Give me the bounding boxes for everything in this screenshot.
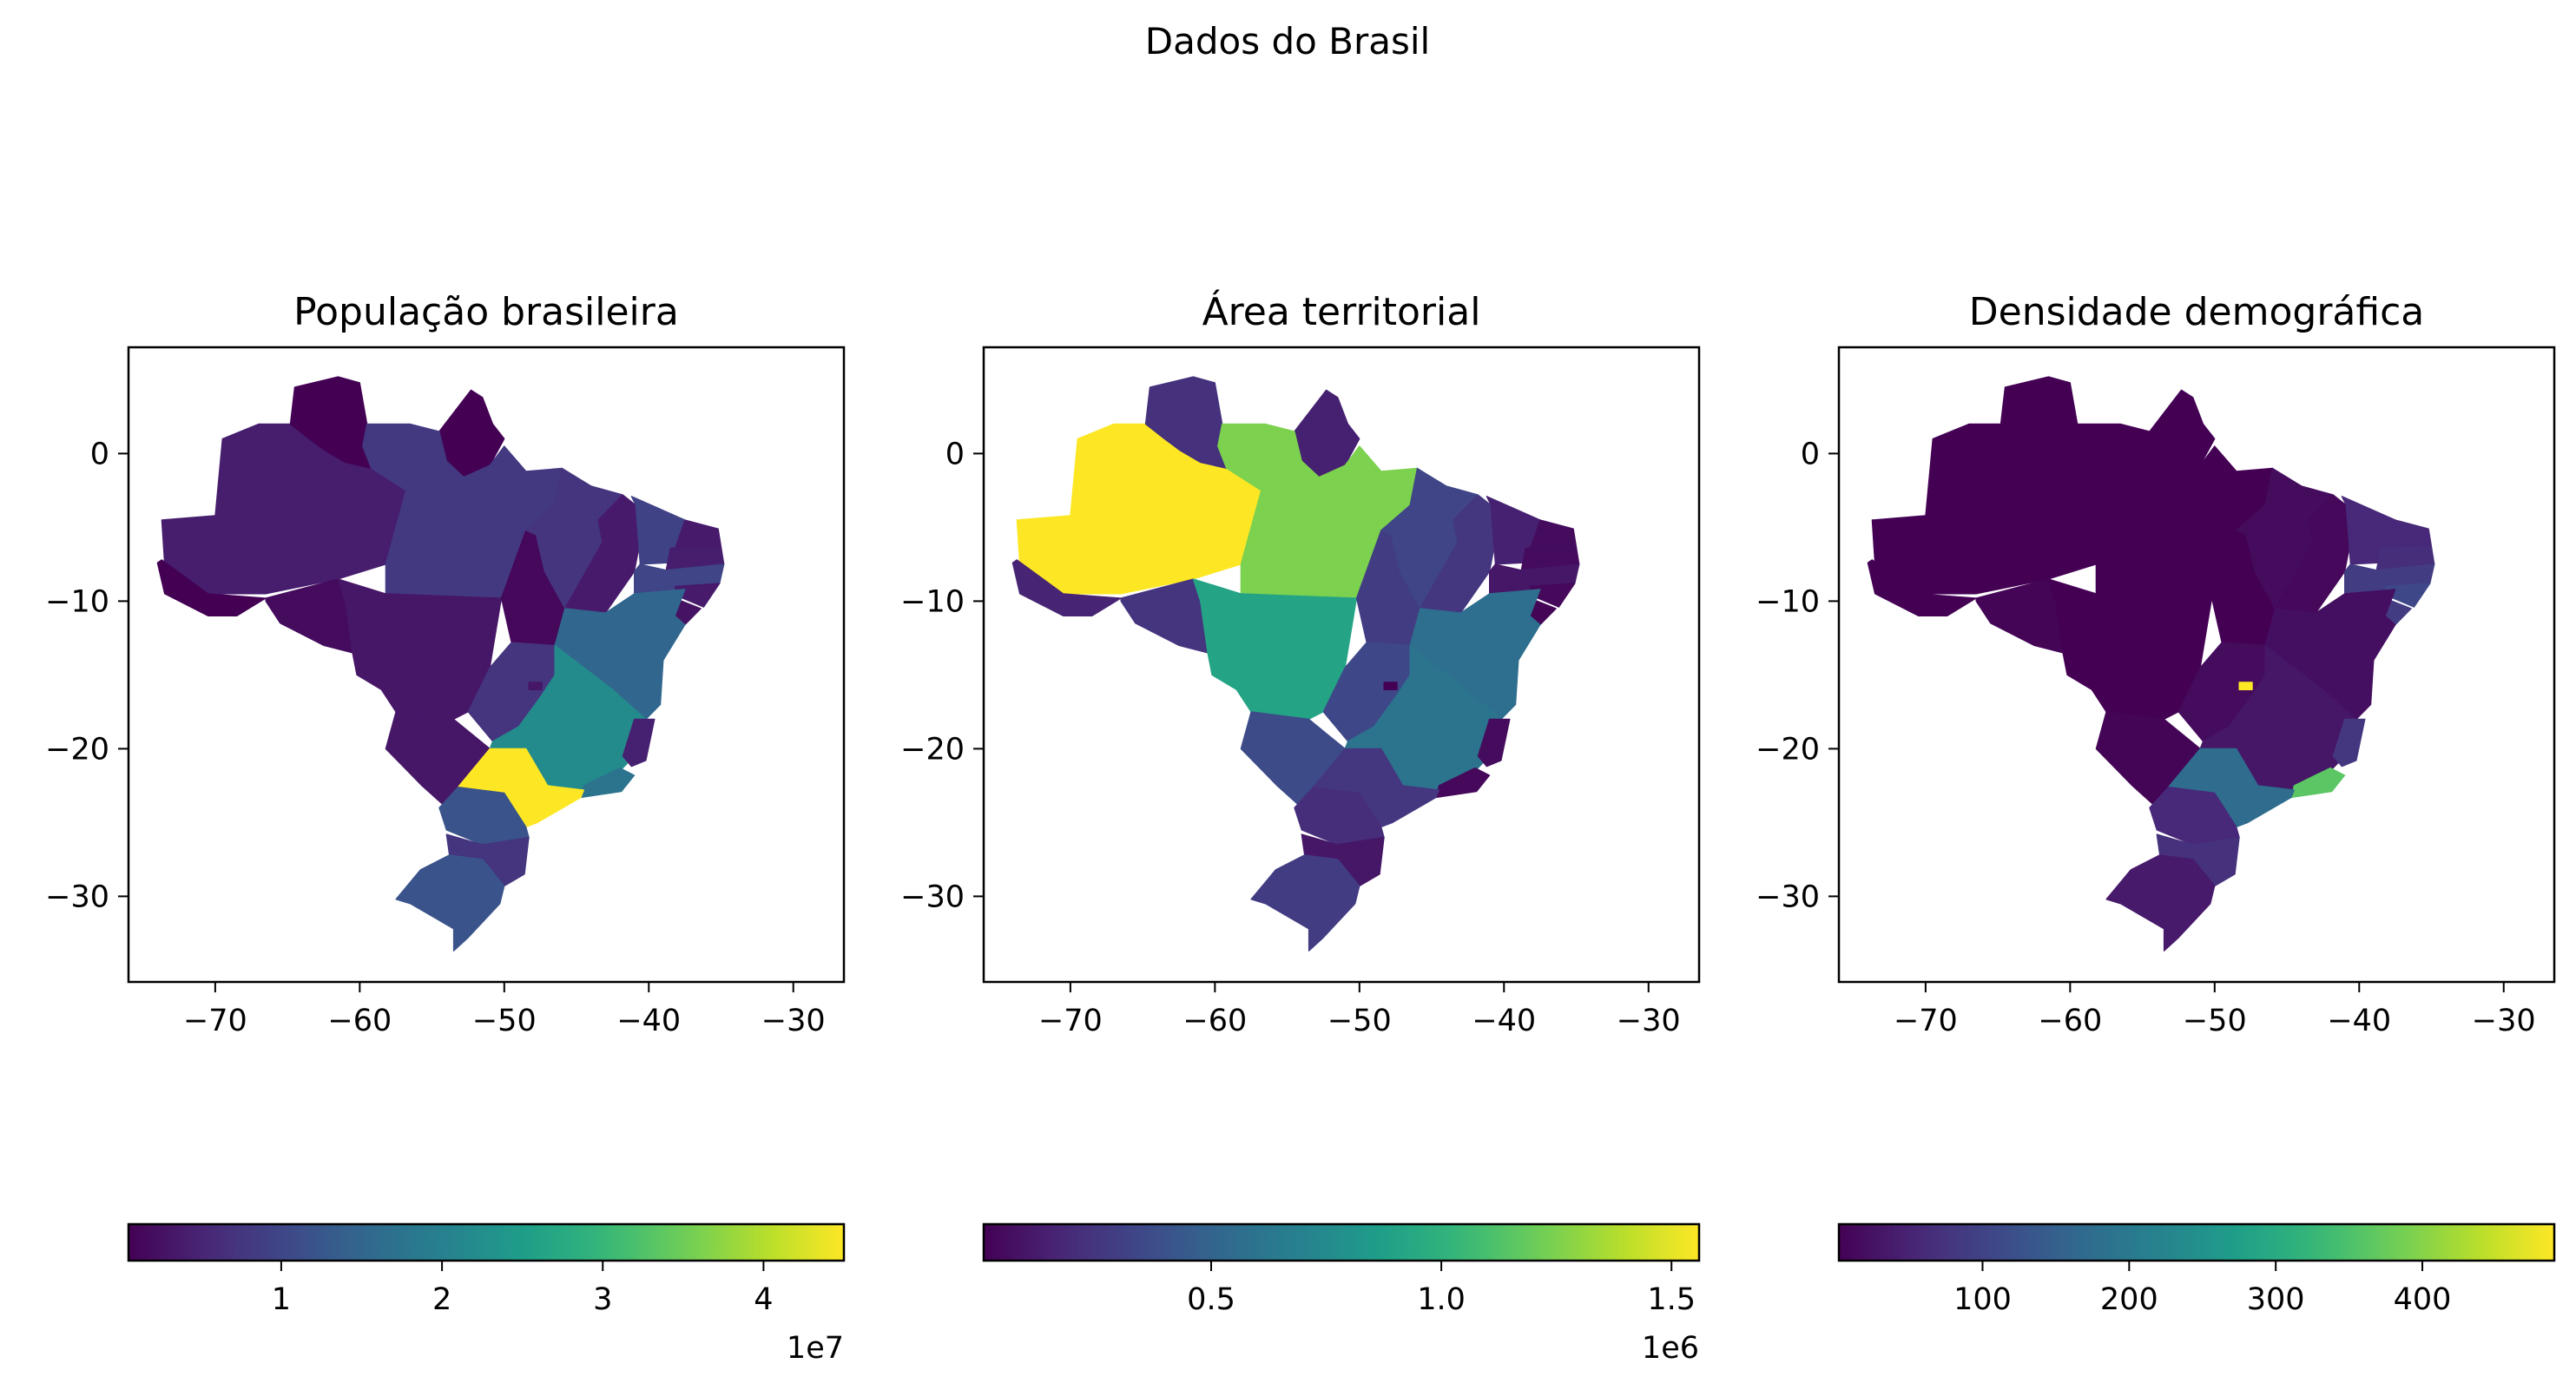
state-es — [2332, 718, 2366, 767]
colorbar-tick-label: 3 — [593, 1282, 612, 1317]
state-ce — [2341, 496, 2396, 565]
y-tick-label: −30 — [45, 879, 109, 914]
colorbar-offset-label: 1e7 — [787, 1331, 844, 1366]
map-panel-3: Densidade demográfica −70 −60 −50 −40 −30 0 −10… — [1756, 290, 2556, 1317]
state-df — [2238, 682, 2253, 691]
x-tick-label: −70 — [1894, 1004, 1958, 1038]
brazil-states-map — [1011, 376, 1580, 952]
colorbar — [982, 1222, 1701, 1262]
x-tick-label: −40 — [616, 1004, 681, 1038]
panel-title: Densidade demográfica — [1969, 290, 2425, 334]
colorbar-tick-label: 300 — [2247, 1282, 2305, 1317]
state-df — [1383, 682, 1398, 691]
x-tick-label: −60 — [1183, 1004, 1247, 1038]
x-tick-label: −50 — [2183, 1004, 2247, 1038]
brazil-states-map — [1867, 376, 2435, 952]
colorbar-tick-label: 0.5 — [1187, 1282, 1235, 1317]
state-rs — [1250, 854, 1360, 952]
state-ac — [1867, 559, 1977, 617]
state-rj — [580, 767, 636, 799]
x-tick-label: −60 — [2038, 1004, 2102, 1038]
x-tick-label: −40 — [1472, 1004, 1536, 1038]
x-tick-label: −70 — [183, 1004, 247, 1038]
state-ac — [156, 559, 267, 617]
colorbar-tick-label: 400 — [2394, 1282, 2452, 1317]
colorbar — [127, 1222, 846, 1262]
y-tick-label: −30 — [900, 879, 965, 914]
axes-frame — [1837, 346, 2556, 984]
state-es — [622, 718, 656, 767]
y-tick-label: 0 — [945, 437, 965, 471]
figure-title: Dados do Brasil — [1145, 20, 1430, 63]
colorbar — [1837, 1222, 2556, 1262]
y-tick-label: −30 — [1756, 879, 1820, 914]
state-rs — [395, 854, 505, 952]
state-ce — [630, 496, 686, 565]
colorbar-tick-label: 1 — [272, 1282, 291, 1317]
x-tick-label: −50 — [472, 1004, 537, 1038]
state-ce — [1486, 496, 1541, 565]
colorbar-tick-label: 2 — [432, 1282, 451, 1317]
state-rj — [1435, 767, 1491, 799]
y-tick-label: −20 — [45, 732, 109, 767]
y-tick-label: −20 — [1756, 732, 1820, 767]
state-ac — [1011, 559, 1122, 617]
state-df — [528, 682, 543, 691]
brazil-states-map — [156, 376, 725, 952]
x-tick-label: −30 — [761, 1004, 826, 1038]
map-panel-2: Área territorial −70 −60 −50 −40 −30 0 −10 −20 −3… — [900, 288, 1701, 1366]
panel-title: População brasileira — [293, 290, 679, 334]
map-panel-1: População brasileira −70 −60 −50 −40 −30 0 −10 −… — [45, 290, 846, 1366]
x-tick-label: −40 — [2327, 1004, 2391, 1038]
colorbar-tick-label: 4 — [754, 1282, 773, 1317]
state-es — [1477, 718, 1511, 767]
state-rs — [2105, 854, 2216, 952]
colorbar-tick-label: 1.5 — [1647, 1282, 1696, 1317]
axes-frame — [982, 346, 1701, 984]
x-tick-label: −50 — [1328, 1004, 1392, 1038]
x-tick-label: −60 — [327, 1004, 392, 1038]
y-tick-label: 0 — [90, 437, 109, 471]
y-tick-label: 0 — [1801, 437, 1820, 471]
colorbar-tick-label: 1.0 — [1417, 1282, 1466, 1317]
map-panels: População brasileira −70 −60 −50 −40 −30 0 −10 −… — [45, 288, 2556, 1366]
y-tick-label: −20 — [900, 732, 965, 767]
y-tick-label: −10 — [45, 584, 109, 619]
y-tick-label: −10 — [900, 584, 965, 619]
x-tick-label: −30 — [2472, 1004, 2536, 1038]
x-tick-label: −70 — [1038, 1004, 1103, 1038]
colorbar-tick-label: 200 — [2100, 1282, 2158, 1317]
axes-frame — [127, 346, 846, 984]
x-tick-label: −30 — [1617, 1004, 1681, 1038]
colorbar-offset-label: 1e6 — [1642, 1331, 1699, 1366]
colorbar-tick-label: 100 — [1953, 1282, 2012, 1317]
panel-title: Área territorial — [1202, 288, 1481, 334]
state-rj — [2290, 767, 2346, 799]
y-tick-label: −10 — [1756, 584, 1820, 619]
